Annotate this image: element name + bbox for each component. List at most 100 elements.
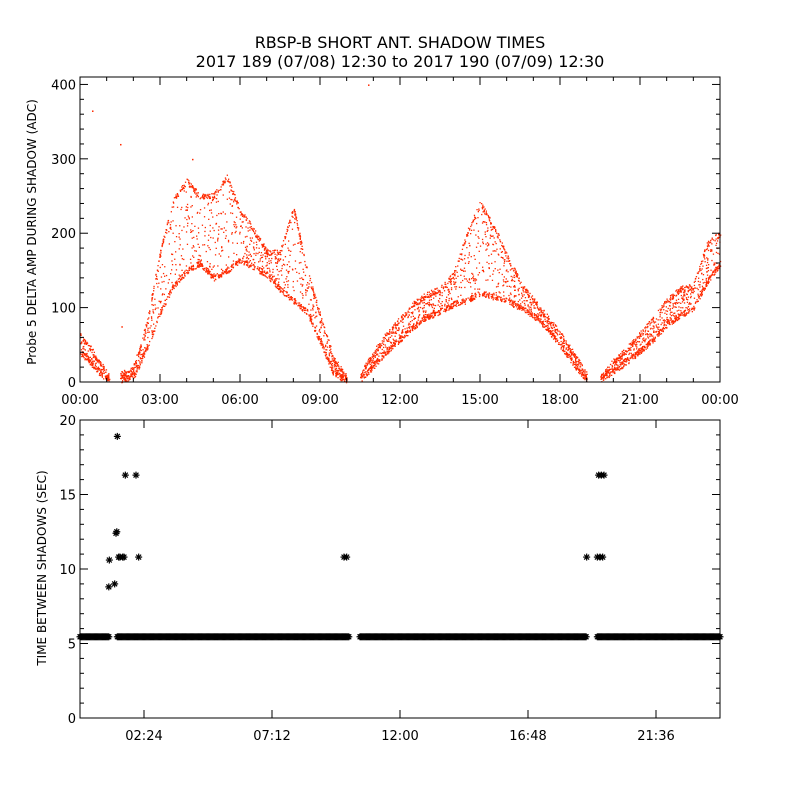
- amp-point: [655, 331, 657, 333]
- amp-point: [237, 261, 239, 264]
- amp-point: [279, 251, 281, 254]
- amp-point: [140, 345, 142, 347]
- amp-point: [214, 191, 217, 193]
- amp-point: [170, 211, 172, 213]
- amp-point: [81, 355, 83, 358]
- amp-point: [157, 317, 159, 319]
- amp-point: [389, 341, 392, 343]
- amp-point: [225, 229, 227, 232]
- amp-point: [329, 360, 331, 362]
- amp-point: [483, 292, 485, 294]
- amp-point: [330, 361, 332, 363]
- amp-point: [412, 305, 414, 308]
- amp-point: [123, 369, 126, 372]
- amp-point: [310, 318, 313, 320]
- amp-point: [475, 279, 478, 281]
- amp-point: [268, 275, 270, 277]
- amp-point: [432, 311, 435, 313]
- amp-point: [107, 376, 109, 378]
- amp-point: [273, 281, 275, 283]
- amp-point: [670, 317, 672, 320]
- amp-point: [448, 288, 450, 290]
- amp-point: [439, 313, 442, 315]
- amp-point: [386, 347, 388, 349]
- amp-point: [334, 369, 336, 371]
- amp-point: [133, 373, 135, 375]
- amp-point: [570, 349, 572, 351]
- amp-point: [199, 255, 202, 257]
- amp-point: [227, 181, 230, 183]
- amp-point: [186, 218, 188, 221]
- amp-point: [284, 236, 286, 238]
- amp-point: [485, 210, 487, 212]
- amp-point: [671, 323, 673, 325]
- amp-point: [199, 263, 201, 265]
- amp-point: [603, 372, 605, 374]
- amp-point: [447, 294, 450, 296]
- amp-point: [531, 295, 534, 297]
- amp-point: [138, 352, 140, 354]
- amp-point: [485, 291, 487, 293]
- amp-point: [404, 335, 406, 338]
- amp-point: [710, 249, 712, 251]
- amp-point: [192, 187, 195, 189]
- amp-point: [287, 229, 289, 231]
- amp-point: [122, 377, 124, 379]
- amp-point: [644, 347, 646, 349]
- amp-point: [93, 368, 95, 370]
- amp-point: [243, 260, 245, 262]
- amp-point: [620, 362, 622, 364]
- amp-point: [674, 320, 676, 323]
- amp-point: [238, 259, 240, 261]
- amp-point: [314, 330, 316, 332]
- amp-point: [472, 280, 475, 282]
- amp-point: [206, 197, 209, 199]
- amp-point: [519, 305, 522, 307]
- amp-point: [263, 243, 265, 245]
- amp-point: [313, 294, 315, 296]
- amp-point: [513, 285, 516, 287]
- amp-point: [686, 293, 688, 296]
- amp-point: [405, 313, 408, 315]
- amp-point: [640, 335, 642, 337]
- amp-point: [539, 322, 541, 324]
- amp-point: [708, 242, 710, 244]
- amp-point: [294, 218, 296, 220]
- amp-point: [293, 209, 295, 212]
- amp-point: [341, 371, 343, 373]
- amp-point: [233, 199, 235, 201]
- amp-point: [429, 314, 432, 316]
- amp-point: [314, 330, 316, 332]
- amp-point: [102, 363, 104, 366]
- amp-point: [281, 250, 283, 252]
- amp-point: [294, 299, 296, 301]
- amp-point: [170, 273, 172, 275]
- amp-point: [603, 375, 605, 377]
- amp-point: [501, 244, 503, 247]
- amp-point: [474, 282, 476, 284]
- amp-point: [330, 364, 333, 366]
- amp-point: [240, 225, 242, 227]
- amp-point: [482, 293, 484, 295]
- amp-point: [497, 285, 499, 288]
- amp-point: [683, 311, 685, 313]
- amp-point: [431, 294, 433, 296]
- amp-point: [715, 242, 718, 244]
- amp-point: [214, 274, 216, 276]
- amp-point: [312, 290, 314, 292]
- amp-point: [101, 368, 104, 371]
- amp-point: [188, 180, 190, 182]
- amp-point: [345, 375, 347, 377]
- amp-point: [384, 353, 387, 355]
- amp-point: [539, 312, 541, 314]
- amp-point: [312, 304, 314, 306]
- amp-point: [418, 310, 420, 313]
- amp-point: [460, 286, 463, 289]
- amp-point: [191, 265, 193, 268]
- amp-point: [278, 288, 280, 291]
- amp-point: [511, 268, 513, 270]
- amp-point: [278, 278, 280, 280]
- amp-point: [516, 275, 518, 277]
- amp-point: [377, 349, 379, 351]
- amp-point: [197, 266, 200, 268]
